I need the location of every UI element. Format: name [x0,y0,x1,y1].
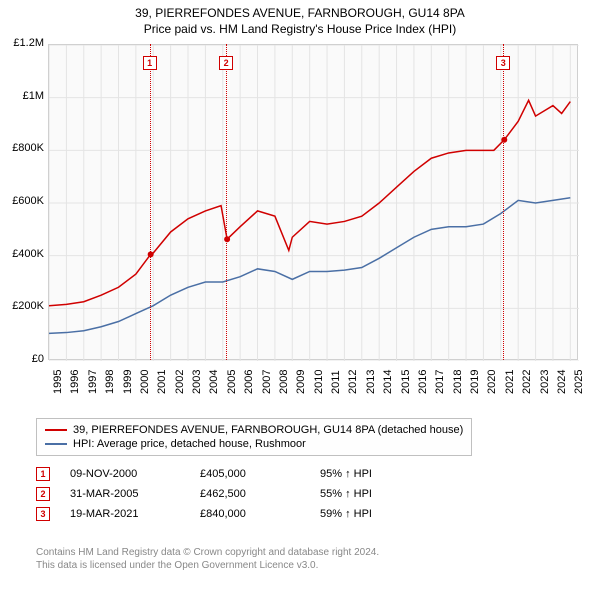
legend-item: HPI: Average price, detached house, Rush… [45,437,463,451]
x-tick-label: 2015 [400,370,412,394]
y-tick-label: £800K [4,142,44,154]
chart-container: 39, PIERREFONDES AVENUE, FARNBOROUGH, GU… [0,0,600,590]
sale-marker-line [503,44,504,360]
legend-label: 39, PIERREFONDES AVENUE, FARNBOROUGH, GU… [73,424,463,436]
sale-row-hpi: 95% ↑ HPI [320,468,420,480]
x-tick-label: 2003 [191,370,203,394]
sale-row: 1 09-NOV-2000£405,00095% ↑ HPI [36,464,420,484]
sale-marker-line [226,44,227,360]
sale-marker-dot [148,251,154,257]
title-sub: Price paid vs. HM Land Registry's House … [0,22,600,36]
x-tick-label: 1996 [69,370,81,394]
x-tick-label: 2005 [226,370,238,394]
x-tick-label: 2023 [539,370,551,394]
legend-label: HPI: Average price, detached house, Rush… [73,438,306,450]
chart-svg [49,45,579,361]
sale-marker-dot [501,137,507,143]
sale-marker-box: 1 [143,56,157,70]
sale-marker-box: 2 [219,56,233,70]
sale-row-date: 19-MAR-2021 [70,508,200,520]
x-tick-label: 2016 [417,370,429,394]
x-tick-label: 2013 [365,370,377,394]
legend-swatch [45,443,67,445]
x-tick-label: 2004 [208,370,220,394]
title-block: 39, PIERREFONDES AVENUE, FARNBOROUGH, GU… [0,0,600,40]
x-tick-label: 2019 [469,370,481,394]
footer-line1: Contains HM Land Registry data © Crown c… [36,546,379,559]
y-tick-label: £400K [4,248,44,260]
x-tick-label: 1999 [122,370,134,394]
x-tick-label: 2014 [382,370,394,394]
chart-plot-area [48,44,578,360]
y-tick-label: £600K [4,195,44,207]
y-tick-label: £0 [4,353,44,365]
x-tick-label: 1998 [104,370,116,394]
sales-table: 1 09-NOV-2000£405,00095% ↑ HPI 2 31-MAR-200… [36,464,420,524]
sale-row: 3 19-MAR-2021£840,00059% ↑ HPI [36,504,420,524]
x-tick-label: 2018 [452,370,464,394]
sale-row-hpi: 59% ↑ HPI [320,508,420,520]
x-tick-label: 2001 [156,370,168,394]
sale-row-num: 2 [36,487,50,501]
x-tick-label: 2000 [139,370,151,394]
y-tick-label: £1M [4,90,44,102]
x-tick-label: 2024 [556,370,568,394]
x-tick-label: 2010 [313,370,325,394]
footer-line2: This data is licensed under the Open Gov… [36,559,379,572]
sale-row-hpi: 55% ↑ HPI [320,488,420,500]
legend-item: 39, PIERREFONDES AVENUE, FARNBOROUGH, GU… [45,423,463,437]
sale-row-num: 3 [36,507,50,521]
x-tick-label: 2017 [434,370,446,394]
x-tick-label: 2002 [174,370,186,394]
y-tick-label: £1.2M [4,37,44,49]
sale-row-price: £462,500 [200,488,320,500]
x-tick-label: 2009 [295,370,307,394]
x-tick-label: 2022 [521,370,533,394]
x-tick-label: 2007 [261,370,273,394]
x-tick-label: 1995 [52,370,64,394]
sale-marker-line [150,44,151,360]
title-main: 39, PIERREFONDES AVENUE, FARNBOROUGH, GU… [0,6,600,20]
x-tick-label: 2008 [278,370,290,394]
sale-row: 2 31-MAR-2005£462,50055% ↑ HPI [36,484,420,504]
y-tick-label: £200K [4,300,44,312]
sale-row-date: 09-NOV-2000 [70,468,200,480]
sale-marker-box: 3 [496,56,510,70]
legend-swatch [45,429,67,431]
footer-attribution: Contains HM Land Registry data © Crown c… [36,546,379,572]
x-tick-label: 2021 [504,370,516,394]
legend: 39, PIERREFONDES AVENUE, FARNBOROUGH, GU… [36,418,472,456]
sale-row-num: 1 [36,467,50,481]
sale-row-date: 31-MAR-2005 [70,488,200,500]
x-tick-label: 2006 [243,370,255,394]
x-tick-label: 2011 [330,370,342,394]
sale-row-price: £405,000 [200,468,320,480]
x-tick-label: 2012 [347,370,359,394]
x-tick-label: 2025 [573,370,585,394]
sale-marker-dot [224,236,230,242]
x-tick-label: 1997 [87,370,99,394]
sale-row-price: £840,000 [200,508,320,520]
x-tick-label: 2020 [486,370,498,394]
